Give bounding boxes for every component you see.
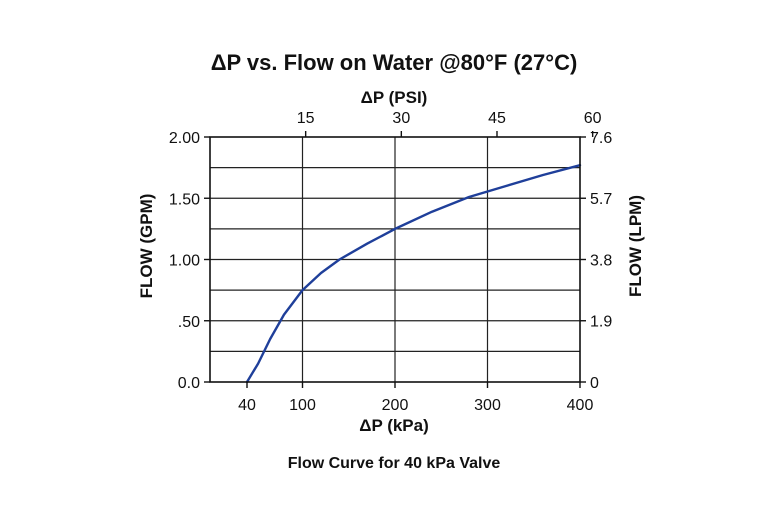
y-tick-label: 0.0: [178, 375, 200, 392]
x2-tick-label: 15: [297, 110, 315, 127]
x-tick-label: 200: [382, 397, 409, 414]
x2-tick-label: 60: [584, 110, 602, 127]
x-tick-label: 300: [474, 397, 501, 414]
x2-tick-label: 30: [392, 110, 410, 127]
x-tick-label: 400: [567, 397, 594, 414]
y2-tick-label: 7.6: [590, 130, 612, 147]
x2-tick-label: 45: [488, 110, 506, 127]
y-tick-label: 1.50: [169, 191, 200, 208]
flow-curve-line: [245, 163, 582, 384]
chart-title: ΔP vs. Flow on Water @80°F (27°C): [211, 50, 578, 75]
y2-tick-label: 1.9: [590, 314, 612, 331]
y-tick-label: 1.00: [169, 253, 200, 270]
y2-axis-label: FLOW (LPM): [626, 195, 645, 297]
x-axis-label: ΔP (kPa): [359, 416, 429, 435]
x-tick-label: 40: [238, 397, 256, 414]
y2-tick-label: 3.8: [590, 252, 612, 269]
x2-axis-label: ΔP (PSI): [361, 88, 428, 107]
y-tick-label: .50: [178, 314, 200, 331]
y-axis-label: FLOW (GPM): [137, 194, 156, 299]
y2-tick-label: 5.7: [590, 191, 612, 208]
y-tick-label: 2.00: [169, 130, 200, 147]
x-tick-label: 100: [289, 397, 316, 414]
y2-tick-label: 0: [590, 375, 599, 392]
chart-caption: Flow Curve for 40 kPa Valve: [288, 455, 501, 472]
